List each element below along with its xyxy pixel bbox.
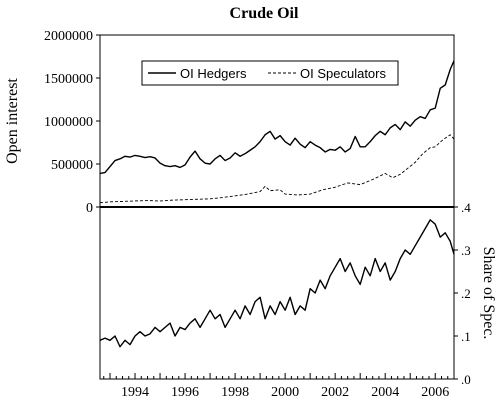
top-y-tick-label: 500000 [51, 158, 93, 173]
x-tick-label: 1998 [221, 385, 249, 400]
chart-title: Crude Oil [230, 5, 299, 22]
bottom-y-tick-label: .2 [461, 286, 471, 301]
bottom-y-axis-label: Share of Spec. [480, 247, 497, 340]
x-tick-label: 2006 [421, 385, 449, 400]
axis-ticks: 0 500000 1000000 1500000 2000000 .0 .1 .2 .3 .4 19… [44, 29, 471, 400]
x-tick-label: 1994 [121, 385, 149, 400]
x-tick-label: 2002 [321, 385, 349, 400]
top-y-tick-label: 0 [86, 201, 93, 216]
top-y-tick-label: 1000000 [44, 115, 93, 130]
legend: OI Hedgers OI Speculators [141, 60, 399, 86]
series-line-oi-speculators [99, 134, 455, 204]
bottom-panel-frame [99, 206, 455, 380]
series-line-oi-hedgers [99, 60, 455, 175]
series-line-share-of-spec [99, 219, 455, 348]
series-lines [99, 60, 455, 348]
x-tick-label: 1996 [171, 385, 199, 400]
bottom-y-tick-label: .3 [461, 243, 471, 258]
x-tick-label: 2004 [371, 385, 399, 400]
top-y-tick-label: 1500000 [44, 72, 93, 87]
bottom-y-tick-label: .0 [461, 372, 471, 387]
legend-label-speculators: OI Speculators [300, 66, 386, 81]
legend-label-hedgers: OI Hedgers [180, 66, 247, 81]
x-tick-label: 2000 [271, 385, 299, 400]
top-y-axis-label: Open interest [4, 78, 21, 164]
bottom-y-tick-label: .4 [461, 200, 471, 215]
bottom-y-tick-label: .1 [461, 329, 471, 344]
top-y-tick-label: 2000000 [44, 29, 93, 44]
